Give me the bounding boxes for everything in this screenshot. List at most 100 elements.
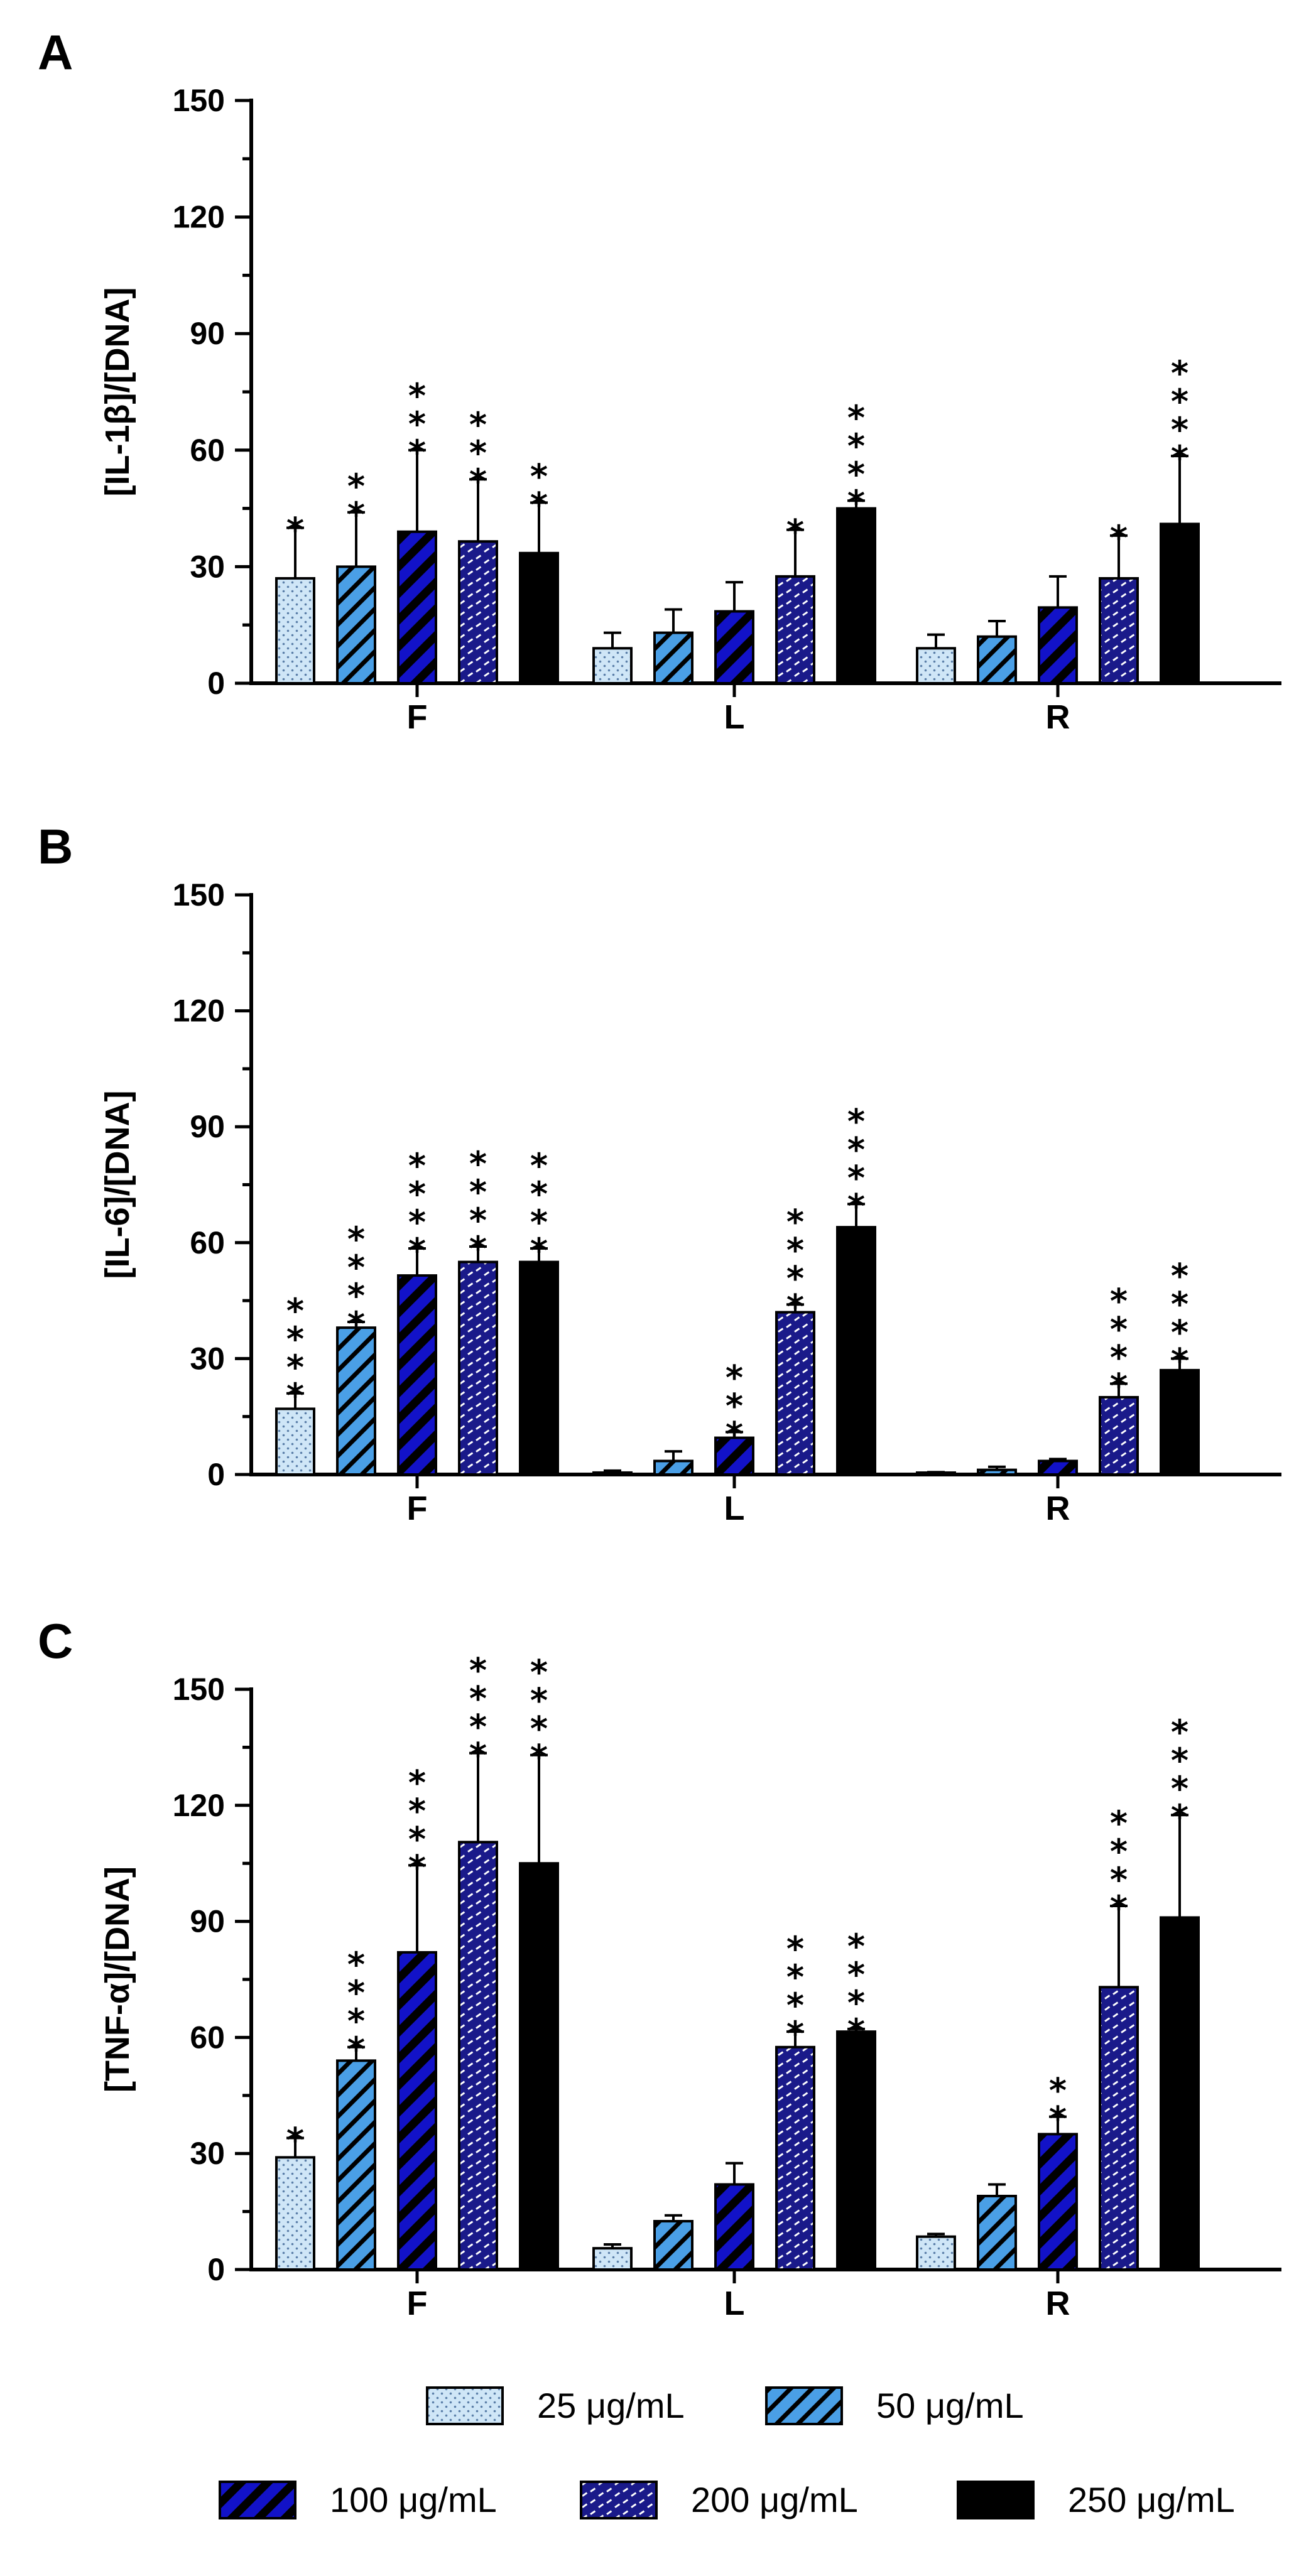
category-label: R [1046, 2285, 1070, 2322]
significance-star: * [786, 1287, 804, 1326]
panel-c: C[TNF-α]/[DNA]0306090120150*************… [38, 1613, 1281, 2322]
bar [458, 1260, 498, 1476]
y-tick-label: 60 [190, 433, 225, 468]
significance-star: * [469, 1229, 487, 1269]
legend-label: 250 μg/mL [1068, 2480, 1235, 2519]
y-tick-label: 150 [173, 1672, 225, 1707]
significance-star: * [1110, 1309, 1128, 1349]
bar [397, 1274, 437, 1476]
y-tick-label: 120 [173, 200, 225, 235]
significance-star: * [469, 405, 487, 445]
y-tick-label: 120 [173, 993, 225, 1029]
y-tick-label: 0 [207, 2252, 225, 2287]
significance-star: * [469, 462, 487, 501]
significance-star: * [1110, 1832, 1128, 1871]
bar [714, 610, 754, 685]
significance-star: * [408, 1231, 426, 1270]
significance-star: * [847, 1158, 865, 1198]
significance-star: * [408, 433, 426, 472]
bar [714, 2183, 754, 2271]
category-label: L [724, 698, 745, 736]
significance-star: * [1171, 1256, 1188, 1296]
significance-star: * [347, 495, 365, 534]
bar [336, 2059, 376, 2271]
bar [275, 576, 315, 685]
significance-star: * [408, 1763, 426, 1802]
significance-star: * [408, 1791, 426, 1831]
bar [592, 1471, 633, 1476]
category-label: R [1046, 1490, 1070, 1527]
legend: 25 μg/mL 50 μg/mL 100 μg/mL 200 μg/mL 250 μg… [219, 2386, 1235, 2519]
significance-star: * [408, 376, 426, 416]
significance-star: * [469, 1144, 487, 1184]
legend-label: 50 μg/mL [876, 2386, 1024, 2425]
bar [653, 1459, 693, 1476]
category-label: F [407, 2285, 428, 2322]
bar [653, 2220, 693, 2271]
significance-star: * [286, 511, 304, 550]
bar [836, 2030, 876, 2271]
significance-star: * [469, 1172, 487, 1212]
significance-star: * [530, 457, 548, 496]
significance-star: * [286, 1319, 304, 1359]
significance-star: * [847, 1186, 865, 1226]
bar [458, 540, 498, 685]
bar [714, 1436, 754, 1476]
significance-star: * [469, 1679, 487, 1719]
significance-star: * [1110, 1804, 1128, 1843]
significance-star: * [1110, 1860, 1128, 1900]
bar [458, 1841, 498, 2271]
bar [592, 647, 633, 685]
significance-star: * [530, 1174, 548, 1214]
bar [1160, 1368, 1200, 1476]
y-tick-label: 150 [173, 83, 225, 118]
bar [275, 2156, 315, 2271]
bar [397, 530, 437, 685]
significance-star: * [347, 1973, 365, 2013]
bar [916, 647, 956, 685]
bar [977, 2194, 1017, 2271]
significance-star: * [469, 1651, 487, 1691]
significance-star: * [530, 1146, 548, 1186]
bar [1099, 576, 1139, 685]
significance-star: * [469, 1707, 487, 1747]
significance-star: * [347, 2001, 365, 2041]
significance-star: * [469, 433, 487, 473]
y-tick-label: 0 [207, 666, 225, 701]
bar [519, 1862, 559, 2271]
significance-star: * [408, 1174, 426, 1214]
significance-star: * [530, 1738, 548, 1777]
bar [275, 1407, 315, 1476]
significance-star: * [1171, 1797, 1188, 1837]
bar [519, 1260, 559, 1476]
significance-star: * [530, 1653, 548, 1692]
category-label: L [724, 1490, 745, 1527]
bar [1160, 1916, 1200, 2271]
significance-star: * [347, 467, 365, 506]
legend-label: 200 μg/mL [691, 2480, 858, 2519]
bar [1160, 522, 1200, 685]
significance-star: * [347, 1945, 365, 1984]
y-tick-label: 90 [190, 1904, 225, 1939]
legend-swatch [580, 2481, 658, 2519]
significance-star: * [408, 1819, 426, 1859]
significance-star: * [1110, 518, 1128, 558]
legend-swatch [957, 2481, 1035, 2519]
significance-star: * [347, 2030, 365, 2069]
legend-swatch [219, 2481, 296, 2519]
bar [916, 1471, 956, 1476]
significance-star: * [847, 483, 865, 522]
significance-star: * [786, 1929, 804, 1969]
significance-star: * [286, 1291, 304, 1331]
significance-star: * [530, 1681, 548, 1721]
y-tick-label: 30 [190, 1341, 225, 1376]
bar [977, 1468, 1017, 1476]
bar [1038, 606, 1078, 685]
significance-star: * [347, 1248, 365, 1287]
significance-star: * [726, 1386, 743, 1426]
bar [1038, 1459, 1078, 1476]
significance-star: * [726, 1358, 743, 1397]
panel-letter: A [38, 24, 73, 80]
significance-star: * [1110, 1281, 1128, 1321]
